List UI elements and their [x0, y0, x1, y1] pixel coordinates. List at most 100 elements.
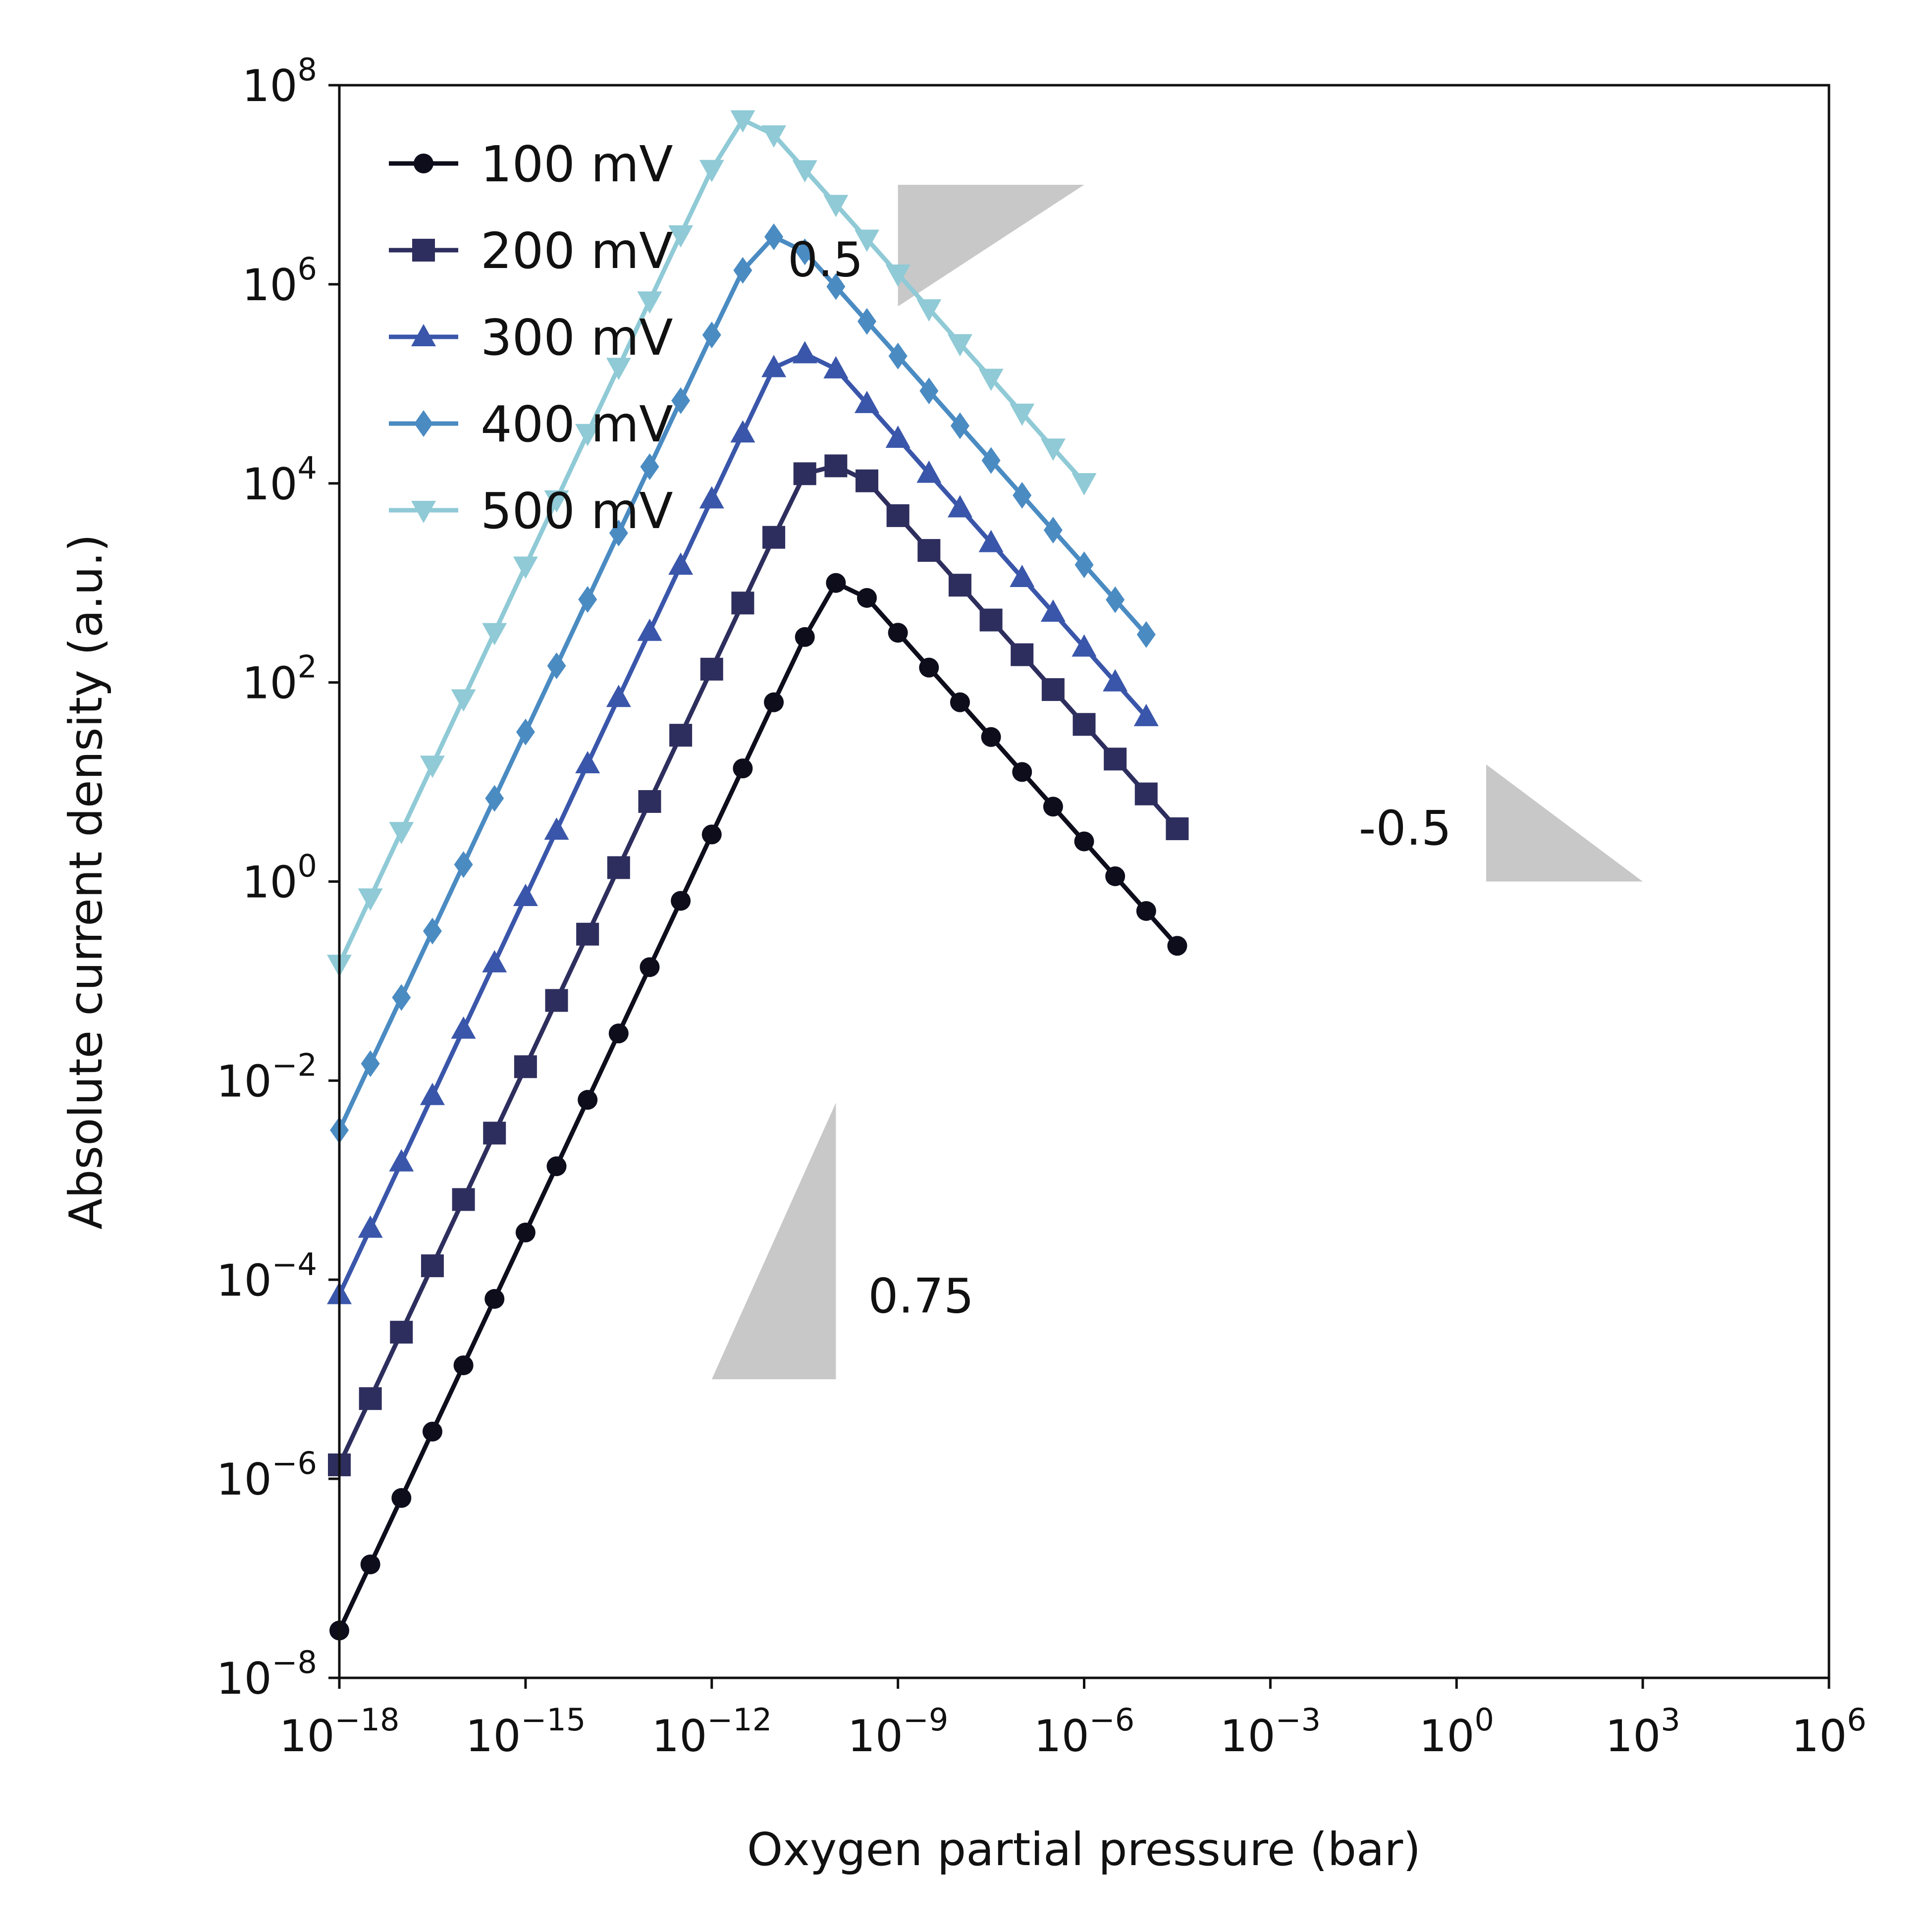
series-layer: [327, 110, 1189, 1641]
data-point: [1043, 797, 1063, 817]
x-tick-label-exponent: 6: [1847, 1702, 1866, 1738]
x-tick-label-exponent: −3: [1276, 1702, 1321, 1738]
x-tick-label-base: 10: [465, 1711, 521, 1762]
data-point: [857, 308, 876, 335]
data-point: [668, 552, 694, 575]
data-point: [978, 530, 1004, 552]
x-tick-label: 10−12: [651, 1702, 772, 1762]
data-point: [485, 785, 504, 812]
data-point: [640, 957, 660, 977]
data-point: [764, 692, 784, 712]
data-point: [916, 299, 942, 322]
data-point: [761, 125, 787, 148]
data-point: [359, 1387, 382, 1410]
data-point: [423, 917, 442, 945]
data-point: [1040, 599, 1066, 622]
data-point: [917, 539, 941, 562]
y-tick-label-base: 10: [242, 260, 298, 311]
data-point: [1010, 403, 1035, 426]
data-point: [608, 1023, 629, 1044]
legend-label: 400 mV: [481, 395, 673, 453]
data-point: [1136, 901, 1156, 921]
series-line: [337, 234, 1148, 1131]
legend-label: 200 mV: [481, 222, 673, 280]
data-point: [1104, 748, 1127, 771]
data-point: [1073, 713, 1096, 736]
y-axis-title: Absolute current density (a.u.): [59, 534, 112, 1230]
data-point: [637, 291, 662, 314]
data-point: [1134, 782, 1158, 805]
y-tick-label-base: 10: [216, 1653, 272, 1704]
data-point: [671, 387, 691, 414]
data-point: [451, 1016, 476, 1039]
x-tick-label-exponent: −9: [903, 1702, 948, 1738]
data-point: [516, 718, 535, 746]
data-point: [792, 341, 817, 364]
data-point: [546, 1156, 567, 1177]
x-tick-label: 10−18: [279, 1702, 400, 1762]
data-point: [483, 1122, 506, 1145]
data-point: [792, 160, 817, 183]
data-point: [358, 888, 383, 911]
x-tick-label: 10−3: [1220, 1702, 1321, 1762]
data-point: [1167, 936, 1187, 956]
y-tick-label-base: 10: [216, 1056, 272, 1107]
data-point: [823, 195, 849, 217]
data-point: [607, 856, 630, 879]
y-tick-label-exponent: 8: [298, 52, 317, 88]
x-tick-label-exponent: −15: [521, 1702, 586, 1738]
data-point: [360, 1554, 380, 1574]
x-tick-label-exponent: −6: [1089, 1702, 1134, 1738]
data-point: [1041, 678, 1065, 701]
data-point: [795, 238, 814, 266]
y-tick-label-exponent: −2: [272, 1047, 317, 1083]
data-point: [795, 627, 815, 647]
data-point: [826, 573, 846, 593]
data-point: [1012, 762, 1032, 782]
series-0: [329, 573, 1187, 1641]
data-point: [361, 1050, 380, 1077]
data-point: [669, 724, 693, 747]
series-1: [328, 454, 1189, 1477]
data-point: [484, 1289, 505, 1309]
legend-marker: [411, 501, 436, 523]
data-point: [823, 356, 849, 378]
data-point: [392, 984, 411, 1011]
data-point: [545, 989, 568, 1012]
y-tick-label: 10−8: [216, 1644, 317, 1704]
data-point: [733, 257, 752, 284]
data-point: [513, 884, 538, 907]
series-3: [330, 223, 1156, 1144]
x-axis-title: Oxygen partial pressure (bar): [747, 1823, 1421, 1876]
series-line: [337, 463, 1179, 1466]
x-tick-label: 10−6: [1034, 1702, 1134, 1762]
y-tick-label: 100: [242, 848, 317, 908]
slope-triangle: [898, 184, 1084, 307]
x-tick-label-exponent: −18: [335, 1702, 400, 1738]
legend-item: 300 mV: [389, 309, 673, 367]
y-tick-label-base: 10: [242, 60, 298, 111]
x-tick-label-base: 10: [1034, 1711, 1089, 1762]
data-point: [671, 891, 691, 911]
y-tick-label: 108: [242, 52, 317, 111]
data-point: [886, 504, 910, 527]
data-point: [919, 377, 939, 405]
legend: 100 mV 200 mV 300 mV 400 mV 500 mV: [389, 135, 673, 540]
data-point: [979, 608, 1003, 632]
x-tick-label-exponent: −12: [707, 1702, 772, 1738]
data-point: [544, 490, 569, 513]
legend-marker: [411, 324, 436, 346]
data-point: [638, 790, 661, 813]
y-tick-label-exponent: 6: [298, 251, 317, 287]
x-tick-label-base: 10: [1419, 1711, 1475, 1762]
y-tick-label-base: 10: [242, 459, 298, 510]
data-point: [1072, 634, 1097, 657]
series-line: [337, 581, 1179, 1632]
legend-marker: [412, 239, 435, 262]
slope-label: -0.5: [1359, 801, 1451, 856]
data-point: [981, 447, 1001, 474]
data-point: [857, 588, 877, 608]
x-axis: 10−18 10−15 10−12 10−9 10−6 10−3 100 103 106: [279, 1678, 1867, 1762]
legend-item: 100 mV: [389, 135, 673, 193]
